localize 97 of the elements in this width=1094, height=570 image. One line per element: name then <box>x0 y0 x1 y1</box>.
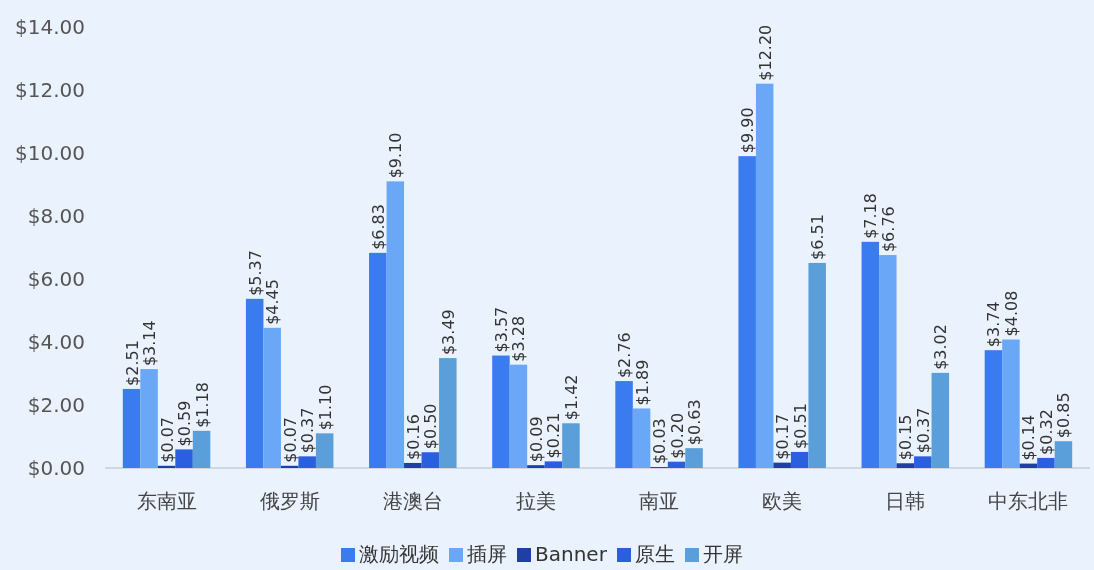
bar <box>1037 457 1055 468</box>
data-label: $3.49 <box>438 309 458 356</box>
data-label: $6.83 <box>368 204 388 250</box>
data-label: $3.28 <box>509 315 529 362</box>
data-label: $6.51 <box>808 214 828 260</box>
legend-label: 插屏 <box>467 542 507 566</box>
x-tick-label: 港澳台 <box>382 489 443 513</box>
bar <box>527 465 545 468</box>
data-label: $3.57 <box>491 306 511 353</box>
data-label: $0.07 <box>280 416 300 463</box>
bar <box>632 408 651 468</box>
x-tick-label: 中东北非 <box>988 489 1069 513</box>
bar <box>404 462 422 468</box>
bar <box>263 327 281 468</box>
data-label: $9.90 <box>738 107 758 154</box>
bar <box>738 156 756 468</box>
data-label: $7.18 <box>861 193 881 239</box>
x-tick-label: 东南亚 <box>136 489 197 513</box>
data-label: $0.20 <box>667 412 687 459</box>
data-label: $2.51 <box>122 340 142 386</box>
data-label: $0.37 <box>913 407 933 454</box>
y-tick-label: $14.00 <box>15 15 85 39</box>
data-label: $3.14 <box>140 320 160 367</box>
bar <box>931 372 950 468</box>
y-tick-label: $6.00 <box>27 267 85 291</box>
data-label: $6.76 <box>878 206 898 253</box>
bar <box>615 381 633 468</box>
data-label: $4.08 <box>1001 290 1021 337</box>
data-label: $1.18 <box>192 382 212 428</box>
data-label: $0.09 <box>526 416 546 463</box>
bar <box>984 350 1003 468</box>
y-tick-label: $2.00 <box>27 393 85 417</box>
bar <box>879 255 897 468</box>
data-label: $0.21 <box>544 412 564 459</box>
data-label: $12.20 <box>755 24 775 81</box>
data-label: $0.50 <box>421 403 441 450</box>
y-tick-label: $4.00 <box>27 330 85 354</box>
data-label: $0.37 <box>298 407 318 454</box>
bar <box>808 262 826 468</box>
bar <box>544 461 563 468</box>
data-label: $0.16 <box>403 414 423 460</box>
bar <box>122 388 141 468</box>
bar <box>439 358 457 468</box>
bar <box>509 364 528 468</box>
bar <box>369 252 387 468</box>
bar <box>667 461 686 468</box>
data-label: $3.02 <box>931 324 951 370</box>
legend-label: 激励视频 <box>359 542 439 566</box>
data-label: $3.74 <box>984 301 1004 348</box>
x-tick-label: 拉美 <box>515 489 556 513</box>
data-label: $0.03 <box>650 418 670 465</box>
bar <box>861 241 880 468</box>
data-label: $0.07 <box>157 416 177 463</box>
bar <box>1002 339 1020 468</box>
data-label: $4.45 <box>263 279 283 325</box>
x-tick-label: 日韩 <box>885 489 926 513</box>
bar <box>914 456 932 468</box>
bar <box>245 298 264 468</box>
data-label: $0.63 <box>685 399 705 446</box>
bar <box>492 355 510 468</box>
bar <box>562 423 580 468</box>
bar <box>896 463 915 468</box>
y-tick-label: $0.00 <box>27 456 85 480</box>
data-label: $2.76 <box>615 332 635 379</box>
data-label: $1.42 <box>561 374 581 421</box>
data-label: $5.37 <box>245 250 265 296</box>
y-tick-label: $8.00 <box>27 204 85 228</box>
bar <box>175 449 193 468</box>
y-tick-label: $12.00 <box>15 78 85 102</box>
data-label: $0.32 <box>1036 409 1056 455</box>
data-label: $0.85 <box>1054 392 1074 439</box>
legend-label: 开屏 <box>703 542 743 566</box>
bar <box>421 452 440 468</box>
bar <box>140 369 158 468</box>
data-label: $0.17 <box>773 413 793 460</box>
data-label: $1.10 <box>315 384 335 431</box>
data-label: $0.59 <box>175 400 195 447</box>
bar <box>685 448 703 468</box>
bar <box>773 462 791 468</box>
bar <box>1054 441 1073 468</box>
legend-label: Banner <box>535 542 608 566</box>
data-label: $0.51 <box>790 403 810 449</box>
bar <box>192 430 211 468</box>
x-tick-label: 欧美 <box>762 489 803 513</box>
data-label: $0.14 <box>1019 414 1039 461</box>
bar <box>790 451 809 468</box>
x-tick-label: 俄罗斯 <box>259 489 320 513</box>
bar <box>315 433 334 468</box>
legend-label: 原生 <box>635 542 675 566</box>
bar <box>298 456 316 468</box>
data-label: $1.89 <box>632 359 652 406</box>
y-tick-label: $10.00 <box>15 141 85 165</box>
bar <box>755 83 774 468</box>
bar <box>386 181 405 468</box>
x-tick-label: 南亚 <box>639 489 680 513</box>
data-label: $9.10 <box>386 132 406 179</box>
data-label: $0.15 <box>896 414 916 461</box>
